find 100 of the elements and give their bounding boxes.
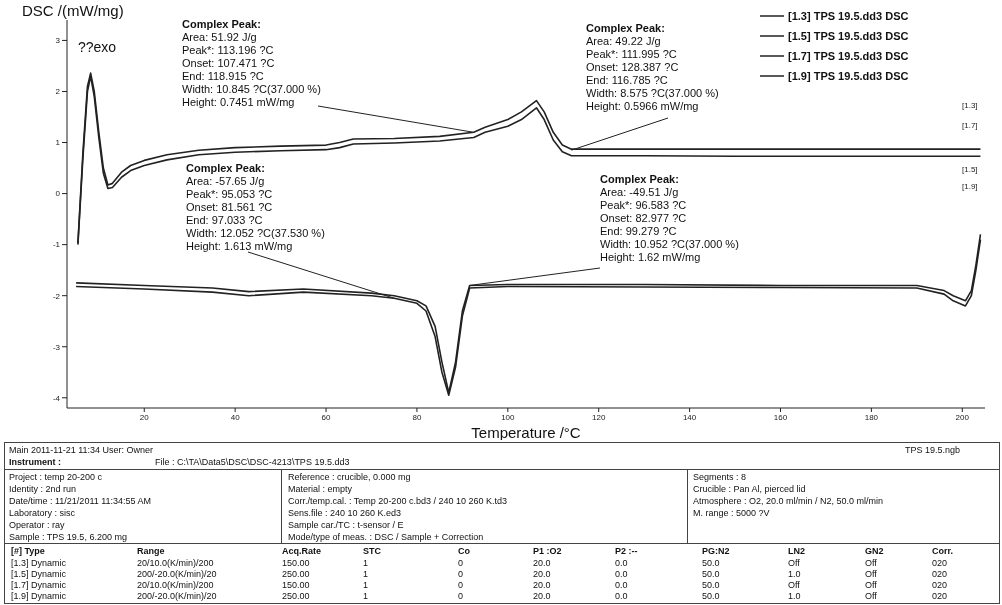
text: Off — [788, 580, 800, 590]
annotation: ??exo — [78, 39, 117, 55]
text: 20/10.0(K/min)/200 — [137, 580, 214, 590]
text: 020 — [932, 591, 948, 601]
text: [1.9] Dynamic — [11, 591, 67, 601]
x-tick-label: 140 — [682, 412, 697, 422]
text: 50.0 — [702, 558, 720, 568]
text: Co — [458, 546, 470, 556]
text: Off — [865, 558, 877, 568]
text: 1 — [363, 558, 369, 568]
text: M. range : 5000 ?V — [693, 508, 770, 518]
text: Off — [865, 569, 877, 579]
text: Atmosphere : O2, 20.0 ml/min / N2, 50.0 ml/min — [693, 496, 884, 506]
text: TPS 19.5.ngb — [905, 445, 961, 455]
text: 020 — [932, 558, 948, 568]
text: Off — [865, 591, 877, 601]
text: 20.0 — [533, 558, 551, 568]
text: 020 — [932, 569, 948, 579]
text: 200/-20.0(K/min)/20 — [137, 569, 217, 579]
text: LN2 — [788, 546, 806, 556]
text: 0.0 — [615, 580, 628, 590]
text: [#] Type — [11, 546, 45, 556]
text: 020 — [932, 580, 948, 590]
x-tick-label: 60 — [321, 412, 332, 422]
text: 0 — [458, 558, 464, 568]
text: 0 — [458, 569, 464, 579]
text: 250.00 — [282, 569, 310, 579]
annotation: Complex Peak: Area: 51.92 J/g Peak*: 113.196 ?C Onset: 107.471 ?C End: 118.915 ?C Width: 10.845 ?C(37.000 %) Height: 0.7451 mW/mg — [182, 18, 321, 108]
text: 20.0 — [533, 569, 551, 579]
y-tick-label: 1 — [55, 138, 61, 148]
text: 0.0 — [615, 569, 628, 579]
y-tick-label: 0 — [55, 189, 61, 199]
text: [1.5] Dynamic — [11, 569, 67, 579]
text: 20.0 — [533, 580, 551, 590]
text: 250.00 — [282, 591, 310, 601]
x-tick-label: 40 — [230, 412, 241, 422]
y-tick-label: 3 — [55, 36, 61, 46]
text: Sample car./TC : t-sensor / E — [288, 520, 404, 530]
x-tick-label: 180 — [864, 412, 879, 422]
text: Mode/type of meas. : DSC / Sample + Correction — [288, 532, 484, 542]
text: Identity : 2nd run — [9, 484, 77, 494]
text: 150.00 — [282, 580, 310, 590]
annotation: Complex Peak: Area: -49.51 J/g Peak*: 96.583 ?C Onset: 82.977 ?C End: 99.279 ?C Width: 10.952 ?C(37.000 %) Height: 1.62 mW/mg — [600, 173, 739, 263]
y-axis-title: DSC /(mW/mg) — [22, 2, 124, 19]
annotation: Complex Peak: Area: -57.65 J/g Peak*: 95.053 ?C Onset: 81.561 ?C End: 97.033 ?C Width: 12.052 ?C(37.530 %) Height: 1.613 mW/mg — [186, 162, 325, 252]
text: Crucible : Pan Al, pierced lid — [693, 484, 806, 494]
text: Operator : ray — [9, 520, 65, 530]
text: Main 2011-11-21 11:34 User: Owner — [9, 445, 154, 455]
text: 150.00 — [282, 558, 310, 568]
y-tick-label: -3 — [52, 342, 61, 352]
text: Range — [137, 546, 165, 556]
annotation: [1.3] — [962, 101, 978, 110]
annotation: [1.5] — [962, 165, 978, 174]
text: Laboratory : sisc — [9, 508, 76, 518]
text: 50.0 — [702, 569, 720, 579]
x-tick-label: 20 — [139, 412, 150, 422]
y-tick-label: -2 — [52, 291, 61, 301]
x-tick-label: 160 — [773, 412, 788, 422]
text: Reference : crucible, 0.000 mg — [288, 472, 411, 482]
text: File : C:\TA\Data5\DSC\DSC-4213\TPS 19.5.dd3 — [155, 457, 350, 467]
text: 1 — [363, 591, 369, 601]
text: Off — [788, 558, 800, 568]
text: Sample : TPS 19.5, 6.200 mg — [9, 532, 127, 542]
y-tick-label: -4 — [52, 393, 61, 403]
text: PG:N2 — [702, 546, 730, 556]
text: 20/10.0(K/min)/200 — [137, 558, 214, 568]
text: Date/time : 11/21/2011 11:34:55 AM — [9, 496, 152, 506]
x-tick-label: 200 — [955, 412, 970, 422]
text: 1.0 — [788, 591, 801, 601]
text: 0 — [458, 580, 464, 590]
text: Corr. — [932, 546, 954, 556]
text: P1 :O2 — [533, 546, 562, 556]
y-tick-label: -1 — [52, 240, 61, 250]
text: 20.0 — [533, 591, 551, 601]
text: 1.0 — [788, 569, 801, 579]
legend-label: [1.7] TPS 19.5.dd3 DSC — [788, 50, 909, 62]
text: 1 — [363, 569, 369, 579]
text: Acq.Rate — [282, 546, 322, 556]
text: STC — [363, 546, 381, 556]
x-tick-label: 120 — [592, 412, 606, 422]
text: Instrument : — [9, 457, 62, 467]
text: 50.0 — [702, 580, 720, 590]
legend-label: [1.3] TPS 19.5.dd3 DSC — [788, 10, 909, 22]
text: Project : temp 20-200 c — [9, 472, 103, 482]
text: Segments : 8 — [693, 472, 747, 482]
annotation: [1.7] — [962, 121, 978, 130]
text: 200/-20.0(K/min)/20 — [137, 591, 217, 601]
text: Material : empty — [288, 484, 353, 494]
text: 50.0 — [702, 591, 720, 601]
annotation: Complex Peak: Area: 49.22 J/g Peak*: 111.995 ?C Onset: 128.387 ?C End: 116.785 ?C Width: 8.575 ?C(37.000 %) Height: 0.5966 mW/mg — [586, 22, 719, 112]
text: Corr./temp.cal. : Temp 20-200 c.bd3 / 240 10 260 K.td3 — [288, 496, 507, 506]
text: Sens.file : 240 10 260 K.ed3 — [288, 508, 402, 518]
legend-label: [1.5] TPS 19.5.dd3 DSC — [788, 30, 909, 42]
text: Off — [865, 580, 877, 590]
text: GN2 — [865, 546, 884, 556]
y-tick-label: 2 — [55, 87, 61, 97]
x-tick-label: 80 — [412, 412, 422, 422]
text: P2 :-- — [615, 546, 638, 556]
annotation: [1.9] — [962, 182, 978, 191]
text: [1.3] Dynamic — [11, 558, 67, 568]
